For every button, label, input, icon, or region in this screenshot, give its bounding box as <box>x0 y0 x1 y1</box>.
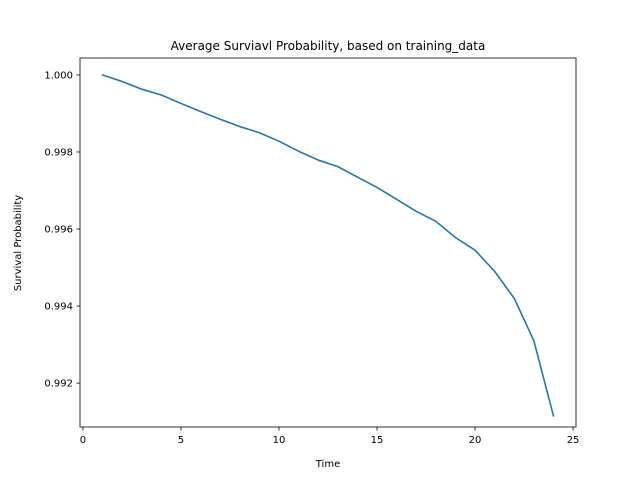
y-tick-label: 1.000 <box>44 71 73 82</box>
chart-title: Average Surviavl Probability, based on t… <box>171 39 486 53</box>
x-tick-label: 5 <box>178 435 184 446</box>
y-axis-label: Survival Probability <box>13 195 24 291</box>
x-tick-label: 10 <box>273 435 286 446</box>
y-tick-label: 0.996 <box>44 225 73 236</box>
x-axis-ticks: 0 5 10 15 20 25 <box>80 427 580 446</box>
x-tick-label: 15 <box>371 435 384 446</box>
x-tick-label: 0 <box>80 435 86 446</box>
x-tick-label: 20 <box>469 435 482 446</box>
plot-frame <box>79 57 577 428</box>
y-tick-label: 0.994 <box>44 302 73 313</box>
y-tick-label: 0.998 <box>44 148 73 159</box>
x-tick-label: 25 <box>567 435 580 446</box>
y-tick-label: 0.992 <box>44 379 73 390</box>
y-axis-ticks: 0.992 0.994 0.996 0.998 1.000 <box>44 71 80 390</box>
series-line <box>101 73 555 417</box>
series-layer <box>101 73 555 417</box>
x-axis-label: Time <box>315 459 340 470</box>
